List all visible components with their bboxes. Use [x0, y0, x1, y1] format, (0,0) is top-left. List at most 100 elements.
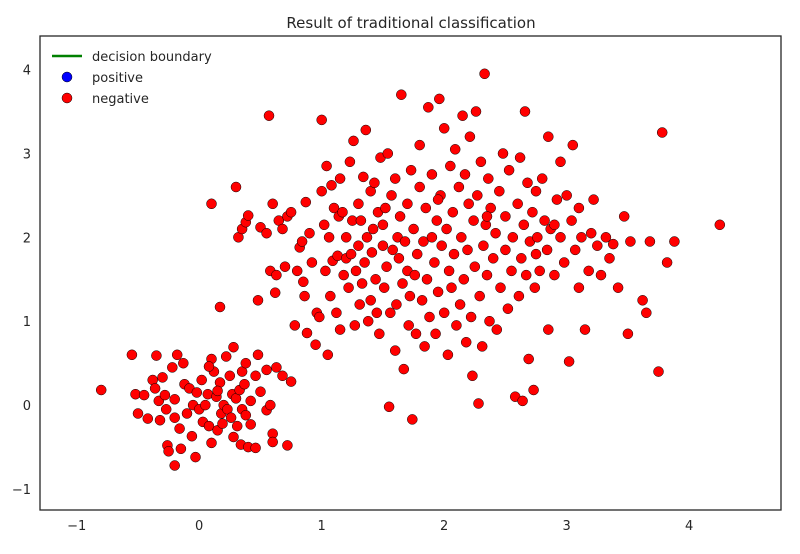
negative-point	[250, 370, 261, 382]
negative-point	[543, 131, 554, 142]
negative-point	[171, 349, 183, 361]
y-tick-label: 1	[23, 315, 31, 330]
negative-point	[393, 253, 405, 264]
negative-point	[536, 173, 548, 184]
negative-point	[298, 276, 309, 288]
negative-point	[421, 274, 433, 285]
negative-point	[595, 269, 607, 281]
negative-point	[484, 315, 495, 327]
negative-point	[419, 341, 430, 352]
negative-point	[206, 437, 217, 449]
negative-point	[354, 299, 365, 310]
negative-point	[438, 123, 450, 134]
negative-point	[323, 232, 335, 243]
negative-point	[592, 240, 603, 251]
negative-point	[217, 418, 228, 429]
negative-point	[445, 160, 456, 172]
negative-point	[519, 106, 531, 117]
negative-point	[497, 148, 509, 159]
negative-point	[231, 420, 243, 432]
negative-point	[389, 345, 401, 356]
negative-point	[340, 232, 352, 243]
negative-point	[366, 247, 378, 258]
negative-point	[474, 290, 485, 302]
negative-point	[420, 202, 432, 214]
negative-point	[569, 244, 581, 256]
negative-point	[528, 384, 539, 396]
negative-point	[220, 351, 232, 362]
negative-point	[637, 295, 648, 306]
negative-point	[604, 253, 615, 264]
negative-point	[316, 185, 327, 197]
negative-point	[551, 194, 563, 205]
negative-point	[265, 399, 276, 411]
negative-point	[431, 215, 443, 226]
negative-point	[345, 248, 357, 260]
data-points	[95, 68, 726, 471]
negative-point	[520, 269, 532, 281]
negative-point	[424, 311, 435, 323]
x-tick-label: 1	[318, 519, 326, 534]
negative-point	[349, 320, 361, 331]
negative-point	[353, 198, 364, 210]
legend-label: positive	[92, 71, 143, 86]
negative-point	[456, 232, 467, 243]
negative-point	[277, 370, 288, 382]
negative-point	[530, 248, 542, 260]
negative-point	[169, 412, 180, 423]
y-tick-label: 0	[23, 399, 31, 414]
negative-point	[160, 404, 172, 415]
negative-point	[653, 366, 664, 377]
negative-point	[549, 219, 560, 231]
negative-point	[142, 413, 154, 424]
negative-point	[534, 265, 545, 277]
negative-point	[414, 139, 425, 151]
negative-point	[576, 232, 587, 243]
negative-point	[396, 89, 407, 100]
negative-point	[507, 232, 519, 243]
negative-point	[442, 349, 454, 361]
x-tick-label: 3	[563, 519, 571, 534]
negative-point	[245, 395, 256, 407]
negative-point	[245, 419, 256, 430]
negative-point	[212, 385, 223, 397]
negative-point	[566, 215, 577, 226]
negative-point	[261, 227, 272, 239]
negative-point	[453, 181, 465, 193]
negative-point	[326, 180, 337, 191]
negative-point	[475, 156, 487, 168]
negative-point	[358, 171, 369, 183]
negative-point	[409, 269, 421, 281]
negative-point	[285, 376, 297, 387]
negative-point	[344, 156, 356, 168]
negative-point	[404, 290, 416, 302]
negative-point	[481, 269, 493, 281]
negative-point	[502, 303, 514, 314]
negative-point	[641, 307, 652, 319]
negative-point	[454, 299, 466, 310]
negative-point	[325, 290, 336, 302]
negative-point	[282, 440, 293, 451]
negative-point	[328, 202, 340, 214]
negative-point	[513, 290, 525, 302]
negative-point	[320, 265, 331, 277]
negative-point	[527, 206, 538, 218]
negative-point	[512, 198, 523, 210]
negative-point	[446, 282, 457, 293]
negative-point	[469, 261, 481, 272]
negative-point	[438, 307, 450, 319]
negative-point	[583, 265, 594, 277]
legend: decision boundary positive negative	[52, 50, 212, 107]
y-axis-ticks: −1 0 1 2 3 4	[12, 64, 31, 498]
negative-point	[322, 349, 334, 361]
negative-point	[132, 408, 144, 419]
negative-point	[271, 269, 282, 281]
negative-point	[359, 257, 370, 268]
negative-point	[563, 356, 575, 367]
negative-point	[159, 389, 171, 401]
negative-point	[279, 261, 291, 272]
negative-point	[451, 320, 462, 331]
negative-point	[669, 236, 680, 247]
negative-point	[334, 324, 346, 335]
